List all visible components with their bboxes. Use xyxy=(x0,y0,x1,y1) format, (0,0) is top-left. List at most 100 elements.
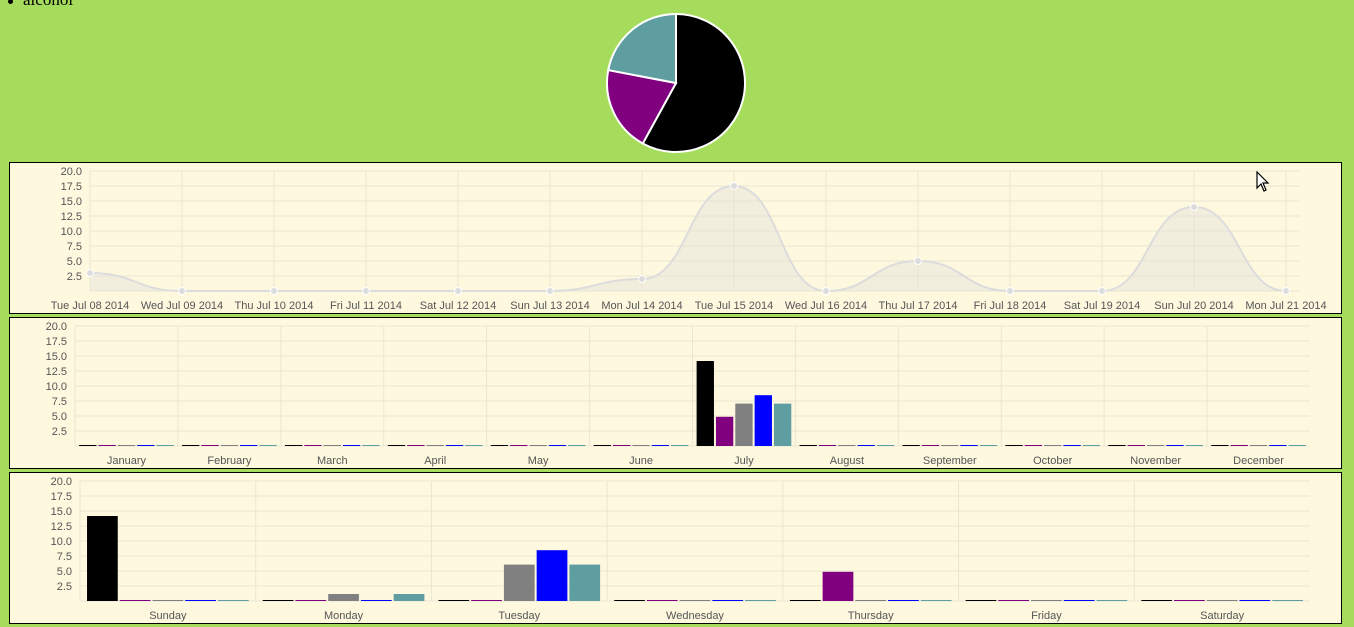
bar xyxy=(1185,445,1203,446)
x-tick-label: December xyxy=(1233,455,1284,467)
x-tick-label: Mon Jul 14 2014 xyxy=(601,300,682,312)
y-tick-label: 10.0 xyxy=(46,381,67,393)
x-tick-label: Thu Jul 10 2014 xyxy=(235,300,314,312)
bar xyxy=(1024,445,1043,446)
bar xyxy=(569,564,601,601)
bar xyxy=(1108,445,1126,446)
y-tick-label: 2.5 xyxy=(57,581,72,593)
bar xyxy=(715,416,734,446)
data-point xyxy=(822,287,830,295)
bar xyxy=(1174,600,1205,601)
bar xyxy=(960,445,978,446)
bar xyxy=(471,600,502,601)
daily-line-chart: 20.0 17.5 15.0 12.5 10.0 7.5 5.0 2.5 Tue Jul 08 … xyxy=(51,166,1327,312)
bar xyxy=(1082,445,1101,446)
bar xyxy=(568,445,586,446)
y-tick-label: 17.5 xyxy=(61,181,82,193)
y-tick-label: 2.5 xyxy=(67,271,82,283)
bar xyxy=(426,445,444,446)
y-tick-label: 10.0 xyxy=(61,226,82,238)
bar xyxy=(941,445,959,446)
pie-slice xyxy=(606,68,678,145)
x-tick-label: Fri Jul 18 2014 xyxy=(974,300,1047,312)
y-tick-label: 5.0 xyxy=(67,256,82,268)
bar xyxy=(965,600,997,601)
data-point xyxy=(454,287,462,295)
bar xyxy=(920,600,952,601)
bar xyxy=(185,600,216,601)
legend-item-alcohol: alcohol xyxy=(8,0,73,10)
x-tick-label: Sat Jul 12 2014 xyxy=(420,300,496,312)
bar xyxy=(1269,445,1287,446)
bar xyxy=(393,594,425,601)
bar xyxy=(79,445,97,446)
bar xyxy=(1146,445,1165,446)
bar xyxy=(1230,445,1248,446)
data-point xyxy=(270,287,278,295)
bar xyxy=(754,395,772,446)
monthly-bar-chart-panel: 20.0 17.5 15.0 12.5 10.0 7.5 5.0 2.5 January Febr… xyxy=(9,317,1342,469)
y-tick-label: 12.5 xyxy=(51,521,72,533)
bar xyxy=(593,445,612,446)
line-area xyxy=(90,186,1286,291)
y-tick-label: 2.5 xyxy=(52,426,67,438)
data-point xyxy=(914,257,922,265)
bar xyxy=(98,445,116,446)
x-tick-label: April xyxy=(424,455,446,467)
y-tick-label: 7.5 xyxy=(57,551,72,563)
bar xyxy=(201,445,219,446)
x-tick-label: May xyxy=(528,455,549,467)
bar xyxy=(855,600,887,601)
bar xyxy=(789,600,821,601)
data-point xyxy=(86,269,94,277)
y-tick-label: 5.0 xyxy=(57,566,72,578)
bar xyxy=(220,445,239,446)
bar xyxy=(362,445,380,446)
y-tick-label: 15.0 xyxy=(46,351,67,363)
bar xyxy=(1206,600,1238,601)
bar xyxy=(1031,600,1062,601)
bar xyxy=(921,445,940,446)
y-tick-label: 20.0 xyxy=(51,476,72,488)
bar xyxy=(712,600,744,601)
x-tick-label: August xyxy=(830,455,864,467)
data-point xyxy=(1098,287,1106,295)
bar xyxy=(614,600,645,601)
y-tick-label: 20.0 xyxy=(61,166,82,178)
bar xyxy=(182,445,200,446)
bar xyxy=(119,600,151,601)
y-tick-label: 17.5 xyxy=(51,491,72,503)
data-point xyxy=(178,287,186,295)
bar xyxy=(1096,600,1128,601)
x-tick-label: Wed Jul 16 2014 xyxy=(785,300,867,312)
mouse-pointer-icon xyxy=(1256,171,1270,192)
bar xyxy=(888,600,919,601)
x-tick-label: March xyxy=(317,455,348,467)
x-tick-label: Sat Jul 19 2014 xyxy=(1064,300,1140,312)
bar xyxy=(240,445,258,446)
legend-label: alcohol xyxy=(23,0,73,9)
bar xyxy=(799,445,817,446)
x-tick-label: Wednesday xyxy=(666,610,724,622)
weekday-bar-chart-panel: 20.0 17.5 15.0 12.5 10.0 7.5 5.0 2.5 Sunday Monda… xyxy=(9,472,1342,624)
y-tick-label: 15.0 xyxy=(61,196,82,208)
bar xyxy=(735,403,753,446)
data-point xyxy=(730,182,738,190)
y-tick-label: 17.5 xyxy=(46,336,67,348)
x-tick-label: October xyxy=(1033,455,1072,467)
x-tick-label: Friday xyxy=(1031,610,1062,622)
bar xyxy=(465,445,483,446)
bar xyxy=(259,445,277,446)
bar xyxy=(773,403,792,446)
bar xyxy=(328,594,359,601)
x-tick-label: July xyxy=(734,455,754,467)
bar xyxy=(529,445,547,446)
x-tick-label: Mon Jul 21 2014 xyxy=(1245,300,1326,312)
bar xyxy=(679,600,711,601)
bar xyxy=(438,600,470,601)
bar xyxy=(490,445,509,446)
bar xyxy=(1239,600,1271,601)
pie-slice xyxy=(641,12,746,153)
x-tick-label: September xyxy=(923,455,977,467)
x-tick-label: Monday xyxy=(324,610,364,622)
